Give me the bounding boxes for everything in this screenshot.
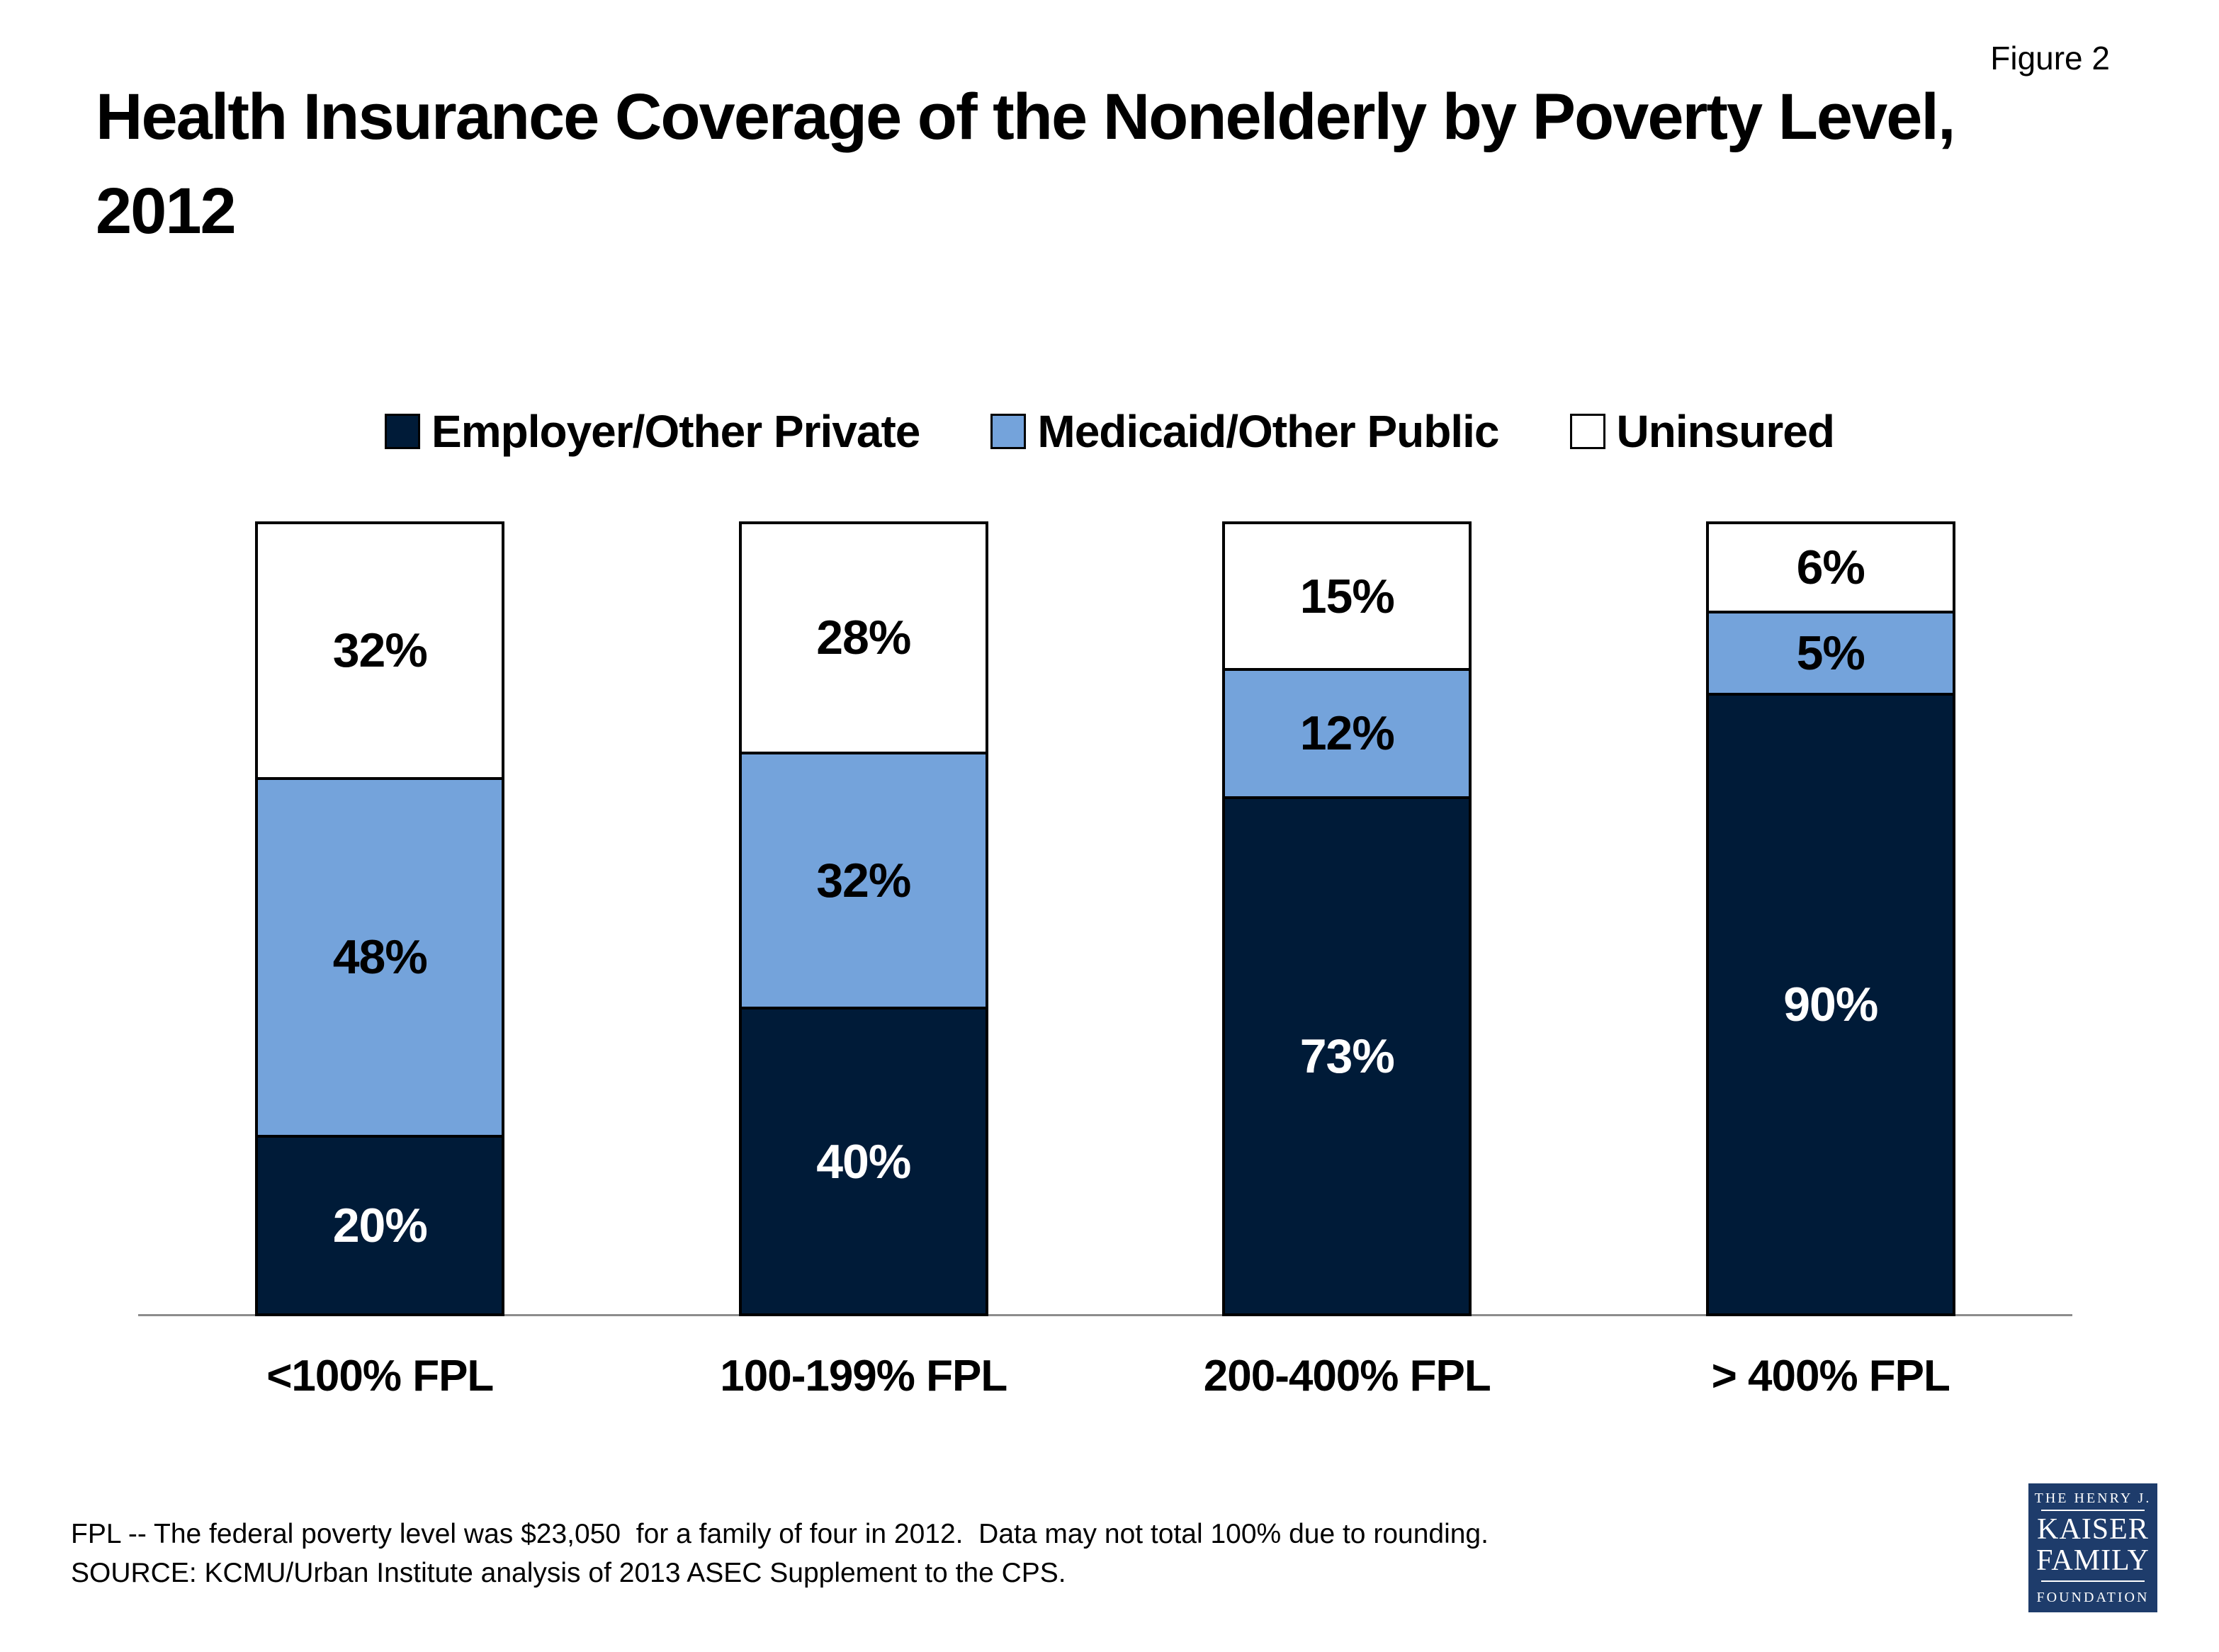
- segment-value-label: 73%: [1299, 1029, 1395, 1083]
- legend-label-employer-other-private: Employer/Other Private: [431, 406, 920, 457]
- segment-value-label: 40%: [816, 1134, 911, 1189]
- segment-value-label: 12%: [1299, 706, 1395, 761]
- kff-logo-henry-j: THE HENRY J.: [2034, 1490, 2152, 1506]
- bar-segment-medicaid-other-public: 5%: [1708, 610, 1953, 694]
- x-axis-label-200-400-fpl: 200-400% FPL: [1203, 1352, 1491, 1401]
- x-axis-label-100-199-fpl: 100-199% FPL: [720, 1352, 1007, 1401]
- bar-group-100-fpl: 32% 48% 20%: [138, 521, 622, 1316]
- bar-100-fpl: 32% 48% 20%: [255, 521, 505, 1316]
- kff-logo-family: FAMILY: [2036, 1544, 2150, 1577]
- kff-logo-kaiser: KAISER: [2037, 1512, 2149, 1546]
- legend-swatch-employer-other-private: [385, 414, 421, 449]
- page-title-line1: Health Insurance Coverage of the Nonelde…: [96, 81, 1956, 153]
- bar-segment-uninsured: 15%: [1225, 524, 1469, 669]
- footnote-fpl: FPL -- The federal poverty level was $23…: [71, 1519, 1489, 1549]
- segment-value-label: 32%: [816, 853, 911, 907]
- x-axis-label-400-fpl: > 400% FPL: [1711, 1352, 1950, 1401]
- bar-segment-uninsured: 32%: [258, 524, 502, 777]
- legend-item-medicaid-other-public: Medicaid/Other Public: [990, 405, 1500, 458]
- segment-value-label: 5%: [1796, 626, 1865, 680]
- legend-label-medicaid-other-public: Medicaid/Other Public: [1037, 406, 1499, 457]
- segment-value-label: 15%: [1299, 569, 1395, 623]
- segment-value-label: 48%: [332, 930, 428, 985]
- page-title-line2: 2012: [96, 175, 237, 248]
- bar-segment-uninsured: 6%: [1708, 524, 1953, 611]
- kff-logo-foundation: FOUNDATION: [2036, 1590, 2150, 1606]
- legend-item-employer-other-private: Employer/Other Private: [385, 405, 920, 458]
- bar-group-100-199-fpl: 28% 32% 40%: [622, 521, 1106, 1316]
- x-axis-label-100-fpl: <100% FPL: [266, 1352, 494, 1401]
- x-axis-line: [138, 1314, 2072, 1316]
- bar-segment-medicaid-other-public: 12%: [1225, 668, 1469, 796]
- bar-segment-employer-other-private: 40%: [741, 1007, 986, 1313]
- footnote-source: SOURCE: KCMU/Urban Institute analysis of…: [71, 1558, 1066, 1589]
- kff-logo-rule-top: [2041, 1509, 2145, 1511]
- bar-segment-uninsured: 28%: [741, 524, 986, 752]
- bars-row: 32% 48% 20% 28% 32% 40% 15% 12% 73% 6% 5% 90%: [138, 521, 2072, 1316]
- kff-logo-rule-bottom: [2041, 1580, 2145, 1583]
- bar-segment-employer-other-private: 20%: [258, 1134, 502, 1313]
- segment-value-label: 6%: [1796, 540, 1865, 594]
- legend-swatch-medicaid-other-public: [990, 414, 1027, 449]
- bar-group-200-400-fpl: 15% 12% 73%: [1105, 521, 1589, 1316]
- bar-segment-medicaid-other-public: 48%: [258, 776, 502, 1135]
- bar-100-199-fpl: 28% 32% 40%: [738, 521, 988, 1316]
- x-axis-labels: <100% FPL 100-199% FPL 200-400% FPL > 400% …: [138, 1350, 2072, 1403]
- kff-logo: THE HENRY J. KAISER FAMILY FOUNDATION: [2028, 1483, 2157, 1612]
- segment-value-label: 20%: [332, 1198, 428, 1252]
- legend-item-uninsured: Uninsured: [1569, 405, 1835, 458]
- bar-group-400-fpl: 6% 5% 90%: [1589, 521, 2073, 1316]
- segment-value-label: 90%: [1783, 978, 1878, 1032]
- page-title: Health Insurance Coverage of the Nonelde…: [96, 70, 2079, 259]
- figure-label: Figure 2: [1990, 40, 2110, 77]
- segment-value-label: 32%: [332, 623, 428, 678]
- bar-segment-medicaid-other-public: 32%: [741, 751, 986, 1007]
- legend: Employer/Other Private Medicaid/Other Pub…: [385, 406, 1835, 457]
- segment-value-label: 28%: [816, 611, 911, 665]
- bar-400-fpl: 6% 5% 90%: [1705, 521, 1955, 1316]
- footnotes: FPL -- The federal poverty level was $23…: [71, 1515, 1807, 1593]
- bar-segment-employer-other-private: 90%: [1708, 693, 1953, 1313]
- bar-200-400-fpl: 15% 12% 73%: [1222, 521, 1472, 1316]
- legend-label-uninsured: Uninsured: [1616, 406, 1835, 457]
- bar-segment-employer-other-private: 73%: [1225, 796, 1469, 1313]
- legend-swatch-uninsured: [1569, 414, 1605, 449]
